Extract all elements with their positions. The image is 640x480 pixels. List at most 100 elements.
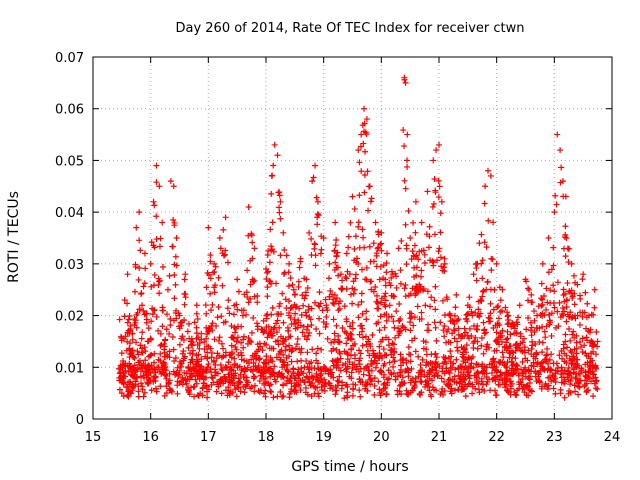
data-point — [264, 251, 271, 258]
data-point — [228, 342, 235, 349]
data-point — [176, 367, 183, 374]
data-point — [408, 310, 415, 317]
data-point — [288, 358, 295, 365]
data-point — [441, 358, 448, 365]
data-point — [318, 346, 325, 353]
data-point — [207, 252, 214, 259]
data-point — [565, 364, 572, 371]
data-point — [426, 387, 433, 394]
data-point-peak — [343, 250, 350, 257]
data-point — [573, 332, 580, 339]
data-point — [150, 242, 157, 249]
data-point — [362, 148, 369, 155]
data-point — [504, 388, 511, 395]
data-point — [254, 367, 261, 374]
data-point — [316, 366, 323, 373]
data-point — [269, 330, 276, 337]
data-point — [265, 359, 272, 366]
data-point — [267, 388, 274, 395]
data-point — [370, 347, 377, 354]
data-point — [116, 316, 123, 323]
data-point — [525, 347, 532, 354]
data-point — [309, 346, 316, 353]
data-point — [220, 353, 227, 360]
data-point — [405, 207, 412, 214]
data-point — [382, 385, 389, 392]
data-point — [336, 338, 343, 345]
data-point — [489, 369, 496, 376]
data-point — [502, 363, 509, 370]
data-point — [394, 391, 401, 398]
data-point — [432, 306, 439, 313]
data-point — [361, 244, 368, 251]
data-point — [270, 248, 277, 255]
data-point — [548, 310, 555, 317]
data-point — [233, 393, 240, 400]
data-point — [313, 350, 320, 357]
data-point — [473, 277, 480, 284]
y-tick-label: 0 — [76, 413, 84, 428]
data-point — [528, 332, 535, 339]
data-point — [539, 359, 546, 366]
data-point — [345, 233, 352, 240]
data-point — [452, 304, 459, 311]
data-point — [473, 326, 480, 333]
data-point — [264, 284, 271, 291]
data-point — [430, 200, 437, 207]
data-point — [498, 338, 505, 345]
data-point — [531, 308, 538, 315]
data-point — [228, 334, 235, 341]
data-point — [289, 345, 296, 352]
data-point — [488, 255, 495, 262]
data-point — [322, 324, 329, 331]
data-point — [291, 383, 298, 390]
data-point — [214, 370, 221, 377]
data-point-peak — [222, 214, 229, 221]
data-point — [429, 203, 436, 210]
data-point — [547, 287, 554, 294]
data-point — [401, 177, 408, 184]
data-point — [306, 369, 313, 376]
data-point — [211, 336, 218, 343]
data-point — [461, 377, 468, 384]
data-point — [435, 248, 442, 255]
data-point-peak — [314, 198, 321, 205]
data-point — [368, 367, 375, 374]
data-point — [484, 278, 491, 285]
data-point — [507, 350, 514, 357]
x-tick-label: 16 — [142, 430, 159, 445]
data-point — [564, 280, 571, 287]
data-point — [287, 388, 294, 395]
data-point — [297, 349, 304, 356]
data-point — [385, 375, 392, 382]
data-point-peak — [268, 172, 275, 179]
data-point — [179, 333, 186, 340]
data-point — [287, 275, 294, 282]
data-point-peak — [176, 312, 183, 319]
data-point — [276, 209, 283, 216]
data-point — [556, 299, 563, 306]
data-point — [465, 354, 472, 361]
data-point — [126, 340, 133, 347]
data-point — [137, 368, 144, 375]
data-point — [380, 346, 387, 353]
data-point — [209, 301, 216, 308]
data-point — [369, 332, 376, 339]
x-tick-label: 15 — [85, 430, 102, 445]
data-point — [281, 247, 288, 254]
data-point — [294, 335, 301, 342]
data-point — [374, 305, 381, 312]
data-point — [426, 223, 433, 230]
data-point — [311, 299, 318, 306]
data-point — [373, 250, 380, 257]
data-point — [539, 296, 546, 303]
data-point — [219, 367, 226, 374]
data-point — [538, 302, 545, 309]
data-point — [468, 308, 475, 315]
data-point-peak — [326, 260, 333, 267]
data-point — [404, 391, 411, 398]
data-point — [415, 373, 422, 380]
data-point — [282, 343, 289, 350]
data-point — [402, 293, 409, 300]
data-point-peak — [332, 219, 339, 226]
